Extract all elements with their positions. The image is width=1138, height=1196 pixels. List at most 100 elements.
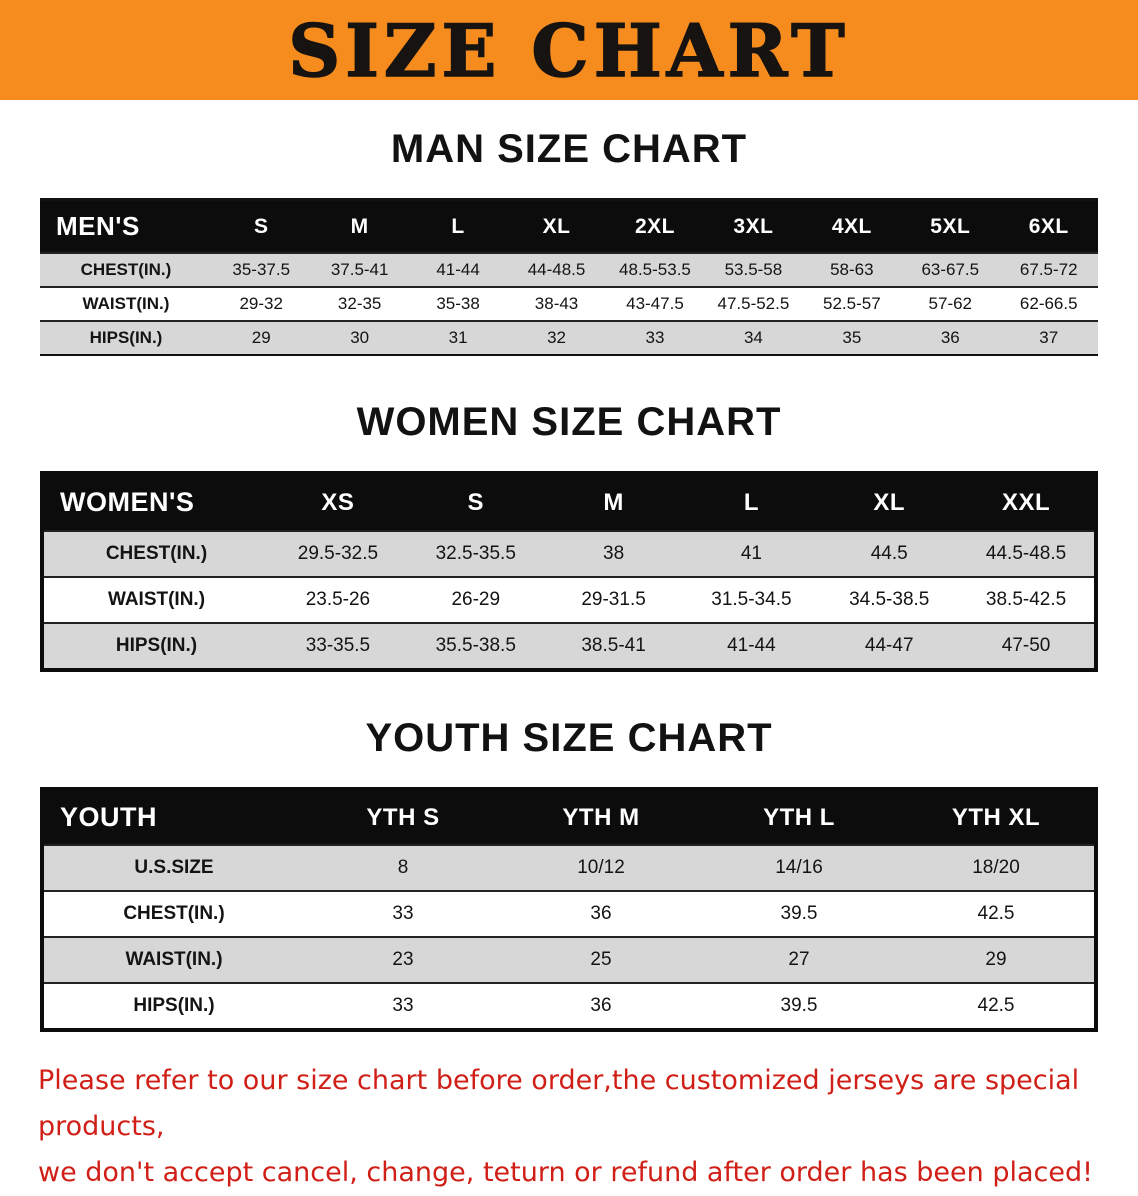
table-cell: 38.5-42.5 [985, 589, 1067, 610]
table-cell: 33-35.5 [305, 635, 371, 656]
table-cell: 38-43 [534, 294, 579, 313]
footer-note: Please refer to our size chart before or… [0, 1058, 1138, 1196]
women-section: WOMEN SIZE CHART WOMEN'S XS S M L XL XXL CHEST(… [0, 400, 1138, 672]
page-title: SIZE CHART [287, 7, 850, 94]
table-cell: 30 [350, 328, 370, 347]
table-cell: 44-48.5 [527, 260, 586, 279]
row-label: HIPS(IN.) [133, 995, 215, 1016]
table-cell: 58-63 [830, 260, 874, 279]
table-row: WAIST(IN.) 23.5-26 26-29 29-31.5 31.5-34.5 34… [42, 577, 1096, 623]
column-header: XL [542, 214, 571, 238]
table-cell: 37.5-41 [330, 260, 389, 279]
table-cell: 47.5-52.5 [717, 294, 790, 313]
table-cell: 35-37.5 [232, 260, 291, 279]
table-cell: 48.5-53.5 [619, 260, 691, 279]
table-cell: 38.5-41 [581, 635, 646, 656]
row-label: CHEST(IN.) [123, 903, 225, 924]
women-section-heading: WOMEN SIZE CHART [356, 400, 782, 444]
table-cell: 35.5-38.5 [435, 635, 516, 656]
table-cell: 8 [397, 857, 409, 878]
table-cell: 31.5-34.5 [711, 589, 792, 610]
men-section: MAN SIZE CHART MEN'S S M L XL 2XL 3XL 4XL 5XL 6XL… [0, 127, 1138, 356]
header-row: WOMEN'S XS S M L XL XXL [42, 473, 1096, 531]
column-header: 6XL [1028, 214, 1069, 238]
table-cell: 23 [392, 949, 414, 970]
row-label: HIPS(IN.) [115, 635, 198, 656]
column-header: S [253, 214, 269, 238]
table-cell: 18/20 [972, 857, 1020, 878]
table-cell: 39.5 [780, 903, 818, 924]
table-cell: 35 [842, 328, 862, 347]
table-cell: 63-67.5 [921, 260, 980, 279]
table-cell: 44.5 [870, 543, 908, 564]
table-cell: 44-47 [864, 635, 914, 656]
table-cell: 43-47.5 [626, 294, 684, 313]
column-header: XXL [1001, 488, 1051, 516]
banner: SIZE CHART [0, 0, 1138, 100]
table-cell: 41 [740, 543, 762, 564]
table-cell: 31 [448, 328, 468, 347]
column-header: YTH M [562, 803, 640, 831]
table-cell: 33 [392, 995, 414, 1016]
column-header: M [603, 488, 624, 516]
table-row: WAIST(IN.) 23 25 27 29 [42, 937, 1096, 983]
column-header: YTH XL [951, 803, 1041, 831]
column-header: L [451, 214, 465, 238]
table-title-cell: WOMEN'S [60, 487, 195, 517]
table-cell: 67.5-72 [1019, 260, 1078, 279]
table-cell: 52.5-57 [823, 294, 881, 313]
men-size-table: MEN'S S M L XL 2XL 3XL 4XL 5XL 6XL CHEST(IN.) 35-37… [40, 198, 1098, 356]
row-label: WAIST(IN.) [125, 949, 223, 970]
table-row: HIPS(IN.) 33-35.5 35.5-38.5 38.5-41 41-44 44-… [42, 623, 1096, 670]
table-cell: 34.5-38.5 [849, 589, 930, 610]
table-cell: 29-31.5 [581, 589, 646, 610]
table-cell: 29 [251, 328, 271, 347]
column-header: 5XL [930, 214, 971, 238]
column-header: M [350, 214, 369, 238]
table-cell: 32-35 [337, 294, 382, 313]
table-cell: 10/12 [577, 857, 625, 878]
table-cell: 36 [590, 995, 612, 1016]
table-cell: 57-62 [928, 294, 973, 313]
table-row: HIPS(IN.) 29 30 31 32 33 34 35 36 37 [40, 321, 1098, 355]
header-row: MEN'S S M L XL 2XL 3XL 4XL 5XL 6XL [40, 199, 1098, 253]
column-header: XS [321, 488, 355, 516]
table-cell: 44.5-48.5 [985, 543, 1067, 564]
table-cell: 47-50 [1001, 635, 1051, 656]
table-row: HIPS(IN.) 33 36 39.5 42.5 [42, 983, 1096, 1030]
youth-size-table: YOUTH YTH S YTH M YTH L YTH XL U.S.SIZE 8 10/12… [40, 787, 1098, 1032]
table-cell: 41-44 [727, 635, 776, 656]
table-row: WAIST(IN.) 29-32 32-35 35-38 38-43 43-47.5 47.… [40, 287, 1098, 321]
youth-section-heading: YOUTH SIZE CHART [365, 716, 773, 760]
table-title-cell: YOUTH [60, 802, 157, 832]
row-label: CHEST(IN.) [80, 260, 172, 279]
column-header: XL [873, 488, 906, 516]
table-title-cell: MEN'S [56, 211, 140, 241]
table-cell: 29 [985, 949, 1007, 970]
row-label: CHEST(IN.) [105, 543, 208, 564]
table-cell: 26-29 [451, 589, 501, 610]
header-row: YOUTH YTH S YTH M YTH L YTH XL [42, 789, 1096, 845]
table-cell: 14/16 [775, 857, 823, 878]
table-cell: 29.5-32.5 [297, 543, 379, 564]
row-label: WAIST(IN.) [107, 589, 206, 610]
table-row: CHEST(IN.) 33 36 39.5 42.5 [42, 891, 1096, 937]
table-row: CHEST(IN.) 29.5-32.5 32.5-35.5 38 41 44.5 44.5… [42, 531, 1096, 577]
table-cell: 39.5 [780, 995, 818, 1016]
table-cell: 37 [1039, 328, 1059, 347]
column-header: S [467, 488, 484, 516]
table-cell: 42.5 [977, 903, 1015, 924]
column-header: 3XL [733, 214, 774, 238]
footer-note-line2: we don't accept cancel, change, teturn o… [38, 1157, 1093, 1188]
women-size-table: WOMEN'S XS S M L XL XXL CHEST(IN.) 29.5-32.5 32.5… [40, 471, 1098, 672]
row-label: U.S.SIZE [134, 857, 214, 878]
column-header: YTH S [366, 803, 440, 831]
table-cell: 36 [940, 328, 960, 347]
table-cell: 53.5-58 [724, 260, 783, 279]
table-cell: 25 [590, 949, 612, 970]
column-header: 4XL [831, 214, 872, 238]
youth-section: YOUTH SIZE CHART YOUTH YTH S YTH M YTH L YTH… [0, 716, 1138, 1032]
table-row: U.S.SIZE 8 10/12 14/16 18/20 [42, 845, 1096, 891]
table-cell: 27 [788, 949, 810, 970]
table-cell: 33 [645, 328, 665, 347]
